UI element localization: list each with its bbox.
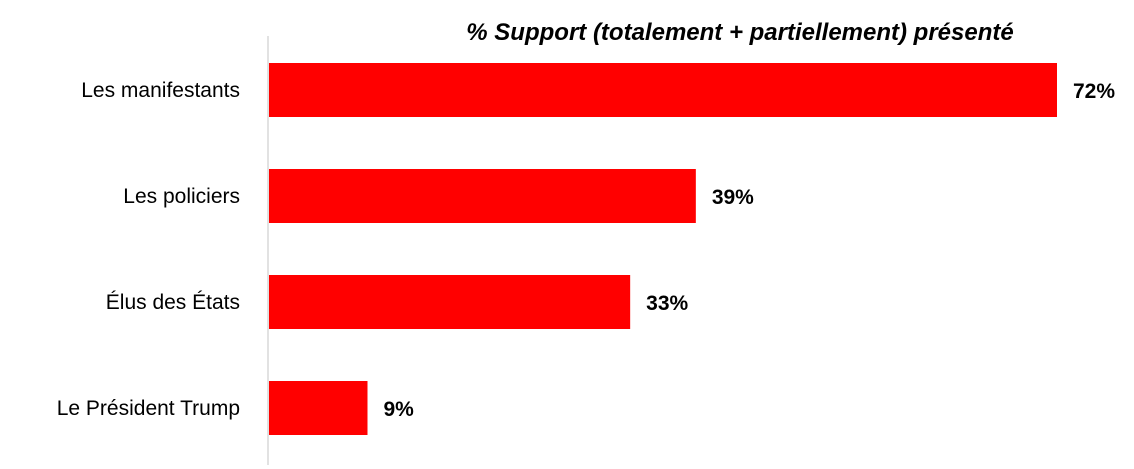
bars-layer: Les manifestants 72% Les policiers 39% Élus … (57, 63, 1115, 435)
data-label-le-president-trump: 9% (384, 398, 415, 421)
data-label-les-policiers: 39% (712, 186, 754, 209)
bar-les-policiers (269, 169, 696, 223)
category-label-elus-des-etats: Élus des États (106, 291, 240, 314)
chart-title: % Support (totalement + partiellement) p… (466, 19, 1013, 46)
bar-elus-des-etats (269, 275, 631, 329)
data-label-les-manifestants: 72% (1073, 80, 1115, 103)
data-label-elus-des-etats: 33% (646, 292, 688, 315)
category-label-les-policiers: Les policiers (123, 185, 240, 208)
category-label-le-president-trump: Le Président Trump (57, 397, 240, 420)
category-label-les-manifestants: Les manifestants (81, 79, 240, 102)
bar-le-president-trump (269, 381, 368, 435)
bar-les-manifestants (269, 63, 1057, 117)
